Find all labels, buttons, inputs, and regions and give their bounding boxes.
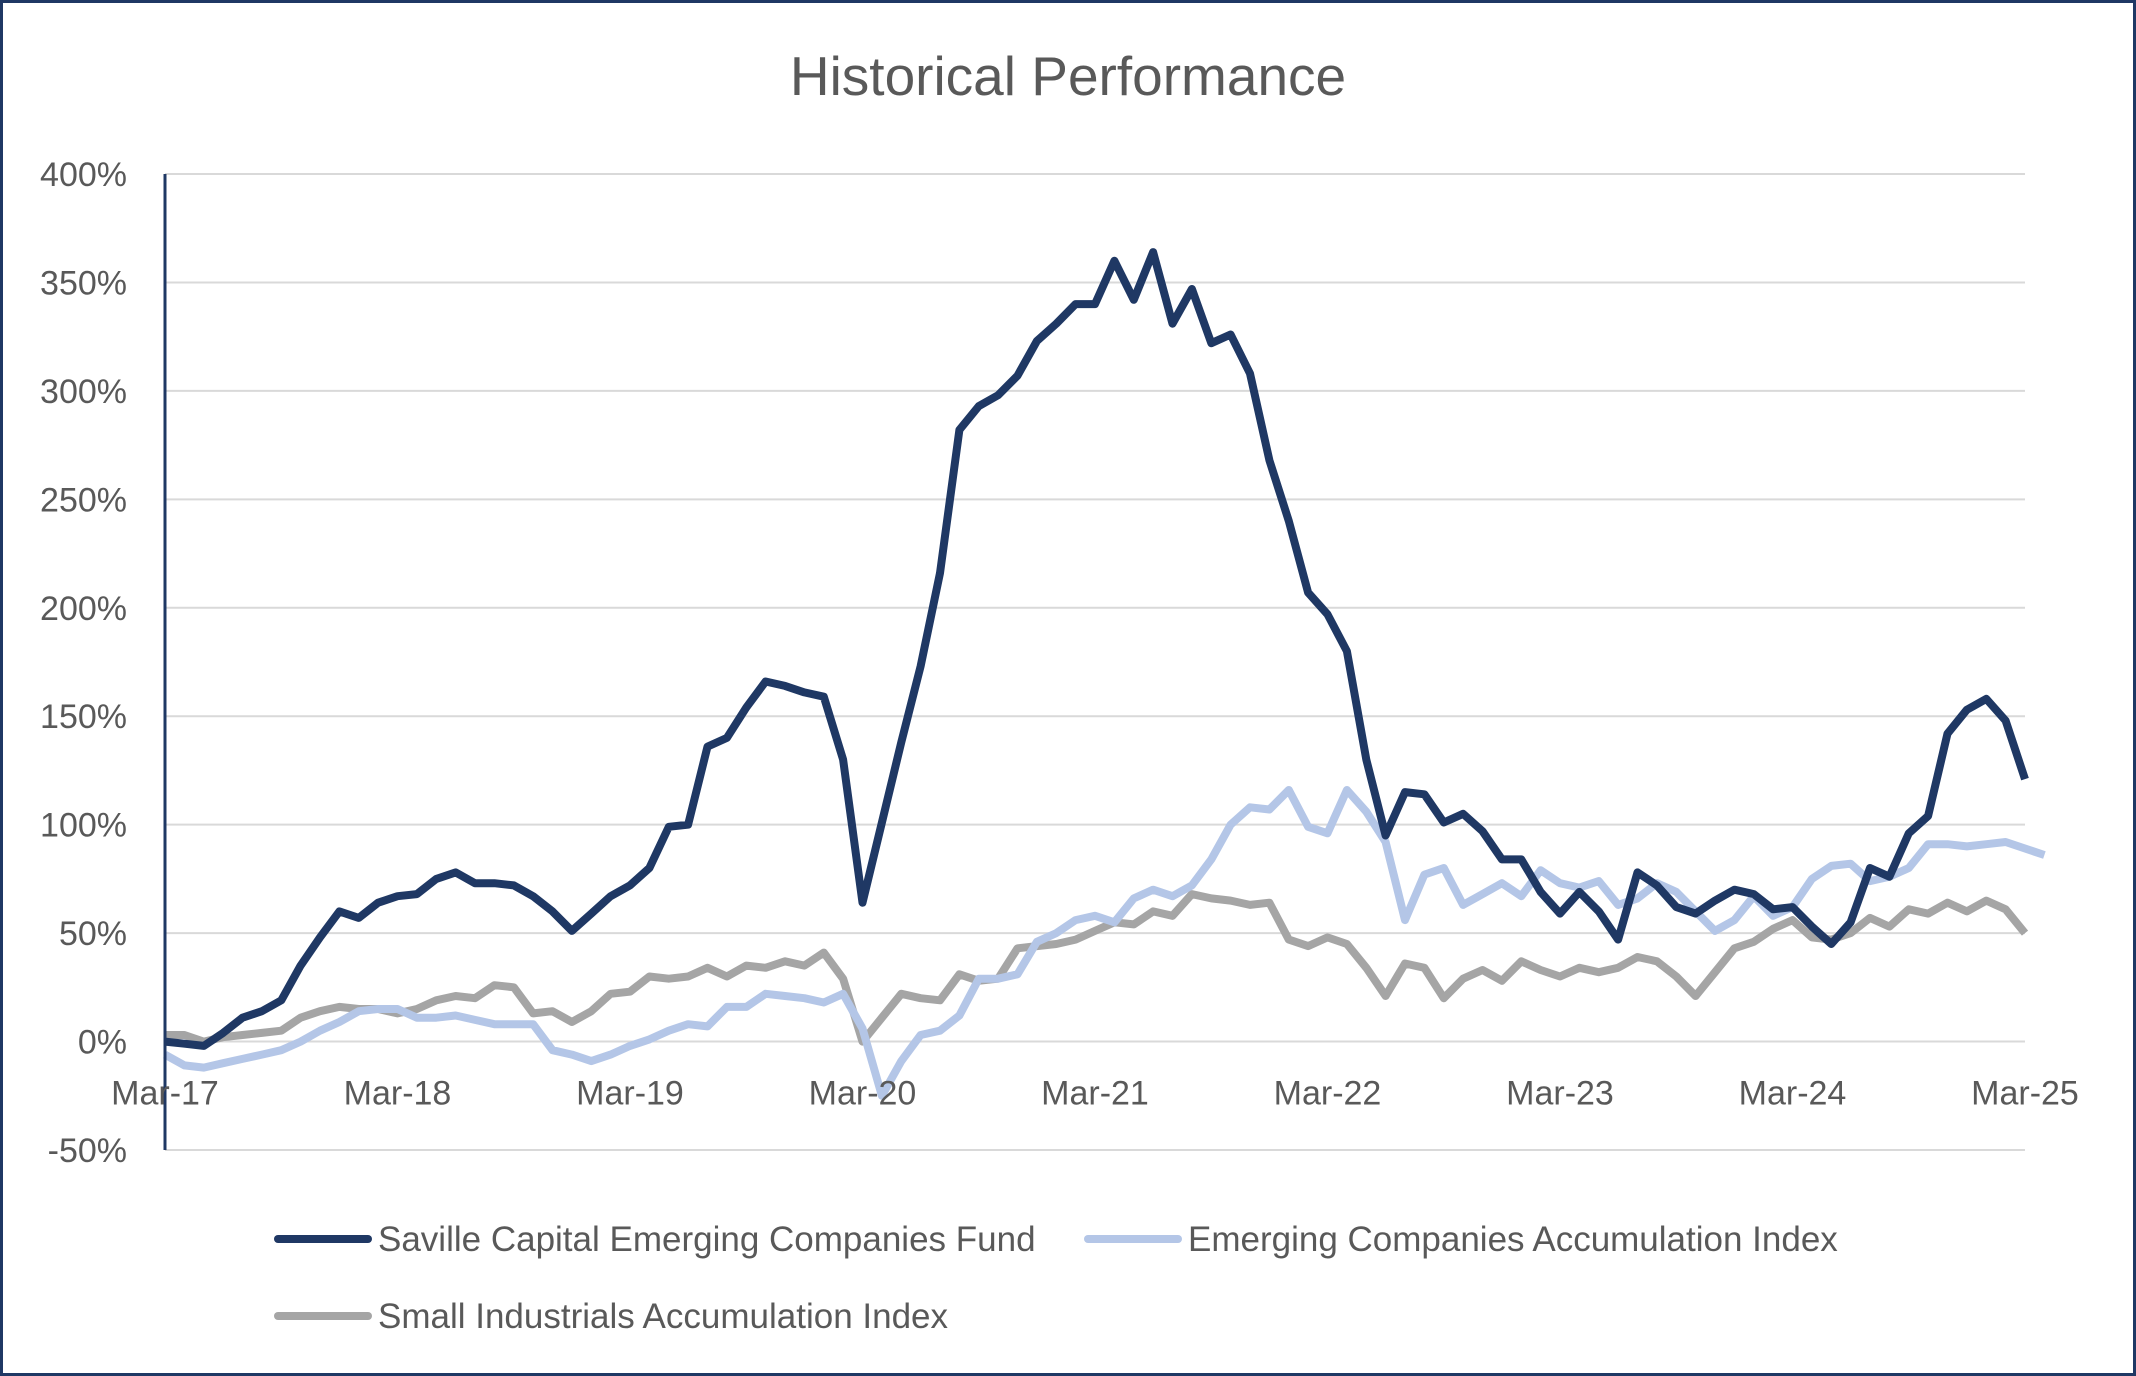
legend-label-1: Saville Capital Emerging Companies Fund — [378, 1220, 1036, 1259]
chart-title: Historical Performance — [790, 45, 1346, 107]
x-tick-labels: Mar-17 Mar-18 Mar-19 Mar-20 Mar-21 Mar-22 Mar-… — [111, 1075, 2079, 1113]
line-chart: Historical Performance -50% 0% 50% 100% 150%… — [40, 45, 2079, 1336]
y-tick-label: 300% — [40, 373, 127, 411]
gridlines — [165, 173, 2025, 1151]
y-tick-label: -50% — [48, 1132, 127, 1170]
x-tick-label: Mar-22 — [1274, 1075, 1382, 1113]
x-tick-label: Mar-19 — [576, 1075, 684, 1113]
x-tick-label: Mar-23 — [1506, 1075, 1614, 1113]
legend: Saville Capital Emerging Companies Fund E… — [274, 1220, 1838, 1336]
x-tick-label: Mar-17 — [111, 1075, 219, 1113]
y-tick-label: 400% — [40, 156, 127, 194]
x-tick-label: Mar-25 — [1971, 1075, 2079, 1113]
series-layer — [163, 248, 2046, 1100]
y-tick-label: 150% — [40, 698, 127, 736]
legend-label-2: Emerging Companies Accumulation Index — [1188, 1220, 1838, 1259]
x-tick-label: Mar-21 — [1041, 1075, 1149, 1113]
y-tick-label: 50% — [59, 915, 127, 953]
series-line-3 — [165, 890, 2029, 1046]
series-line-1 — [164, 248, 2029, 1050]
y-tick-labels: -50% 0% 50% 100% 150% 200% 250% 300% 350% 400% — [40, 156, 127, 1170]
y-tick-label: 350% — [40, 264, 127, 302]
y-tick-label: 100% — [40, 807, 127, 845]
series-line-2 — [163, 786, 2046, 1100]
y-tick-label: 0% — [78, 1024, 127, 1062]
x-tick-label: Mar-20 — [809, 1075, 917, 1113]
x-tick-label: Mar-24 — [1739, 1075, 1847, 1113]
x-tick-label: Mar-18 — [344, 1075, 452, 1113]
y-tick-label: 200% — [40, 590, 127, 628]
legend-label-3: Small Industrials Accumulation Index — [378, 1297, 948, 1336]
y-tick-label: 250% — [40, 481, 127, 519]
